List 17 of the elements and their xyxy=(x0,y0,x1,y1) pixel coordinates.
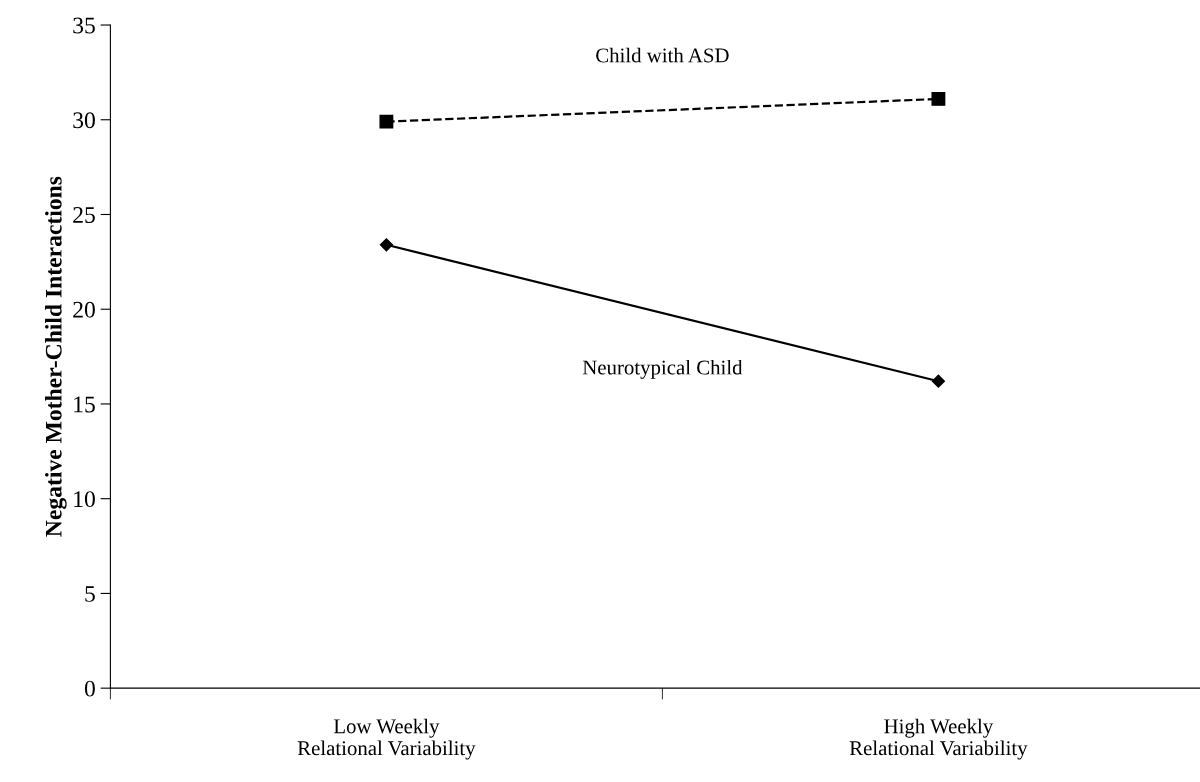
y-tick-label: 35 xyxy=(73,17,95,34)
y-tick-label: 20 xyxy=(73,301,95,318)
point xyxy=(931,91,946,106)
point xyxy=(379,238,393,252)
y-tick-label: 0 xyxy=(84,680,95,697)
y-tick-label: 15 xyxy=(74,396,95,413)
y-tick-label: 30 xyxy=(73,112,95,129)
text: Child with ASD xyxy=(596,47,729,63)
y-tick-label: 5 xyxy=(85,586,95,602)
y-tick-label: 10 xyxy=(74,491,95,508)
y-tick-label: 25 xyxy=(73,207,95,223)
x-tick-label: High Weekly Relational Variability xyxy=(849,718,1028,760)
point xyxy=(931,374,945,388)
x-tick-label: Low Weekly Relational Variability xyxy=(297,718,476,760)
y-axis-title: Negative Mother-Child Interactions xyxy=(45,176,67,537)
series-label: Neurotypical Child xyxy=(582,359,743,379)
point xyxy=(379,114,394,129)
